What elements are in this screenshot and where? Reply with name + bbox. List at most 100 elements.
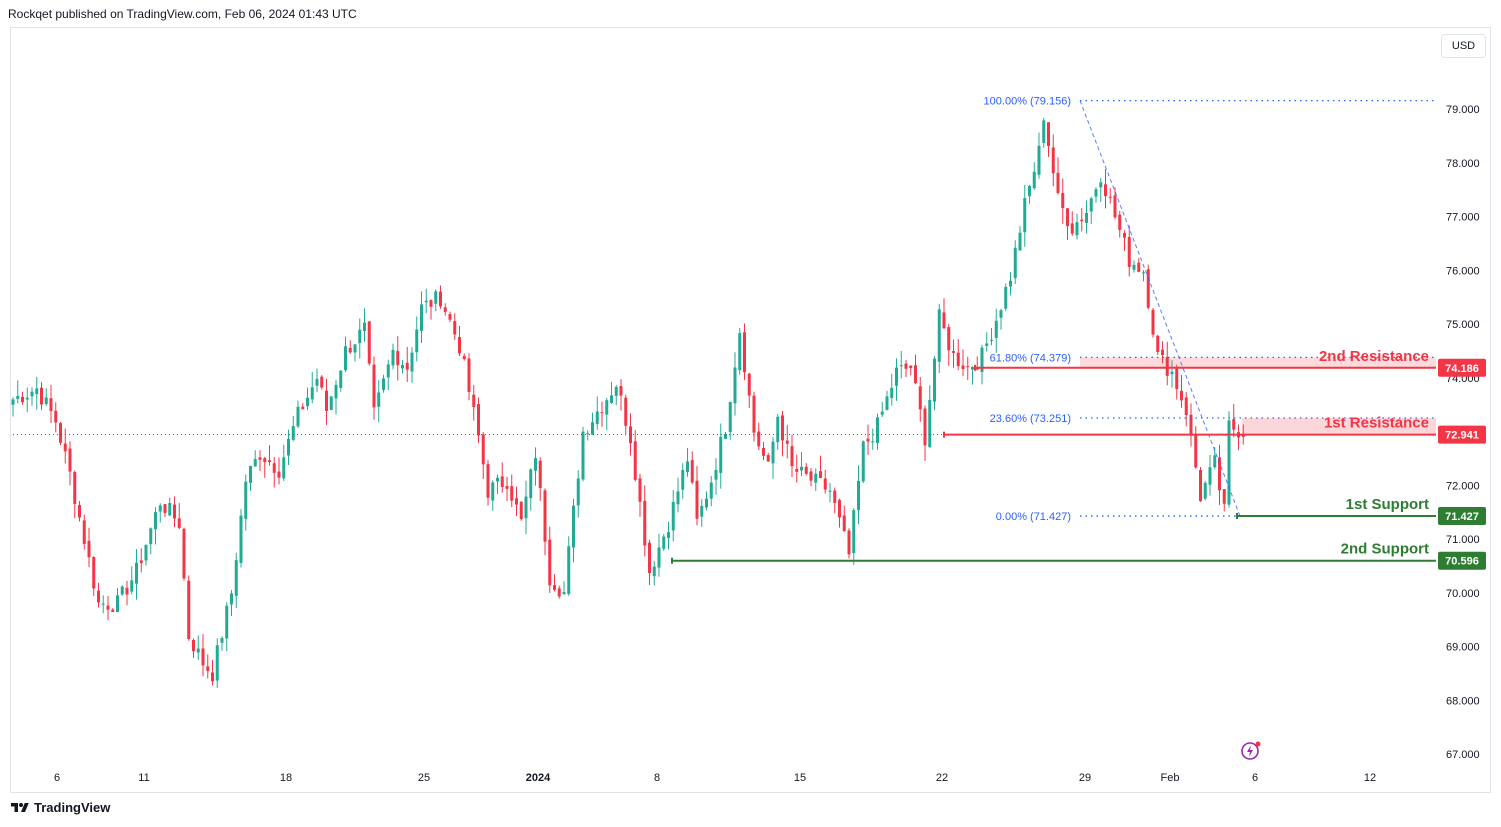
candle-body: [709, 482, 713, 499]
currency-button[interactable]: USD: [1441, 34, 1486, 58]
candle-body: [1013, 247, 1017, 279]
candle-body: [363, 322, 366, 332]
candle-body: [401, 364, 404, 369]
lightning-icon[interactable]: [1241, 741, 1261, 760]
candle-body: [1137, 262, 1141, 272]
candle-body: [334, 384, 338, 399]
candle-body: [918, 386, 922, 410]
candle-body: [899, 365, 903, 367]
candle-body: [776, 416, 780, 443]
x-tick-label: 25: [418, 772, 430, 784]
candle-body: [923, 408, 927, 446]
candle-body: [396, 351, 400, 366]
candle-body: [206, 666, 210, 671]
candle-body: [272, 463, 276, 473]
candle-body: [282, 457, 286, 479]
candle-body: [790, 446, 794, 467]
candle-body: [16, 395, 20, 399]
candle-body: [1104, 184, 1107, 197]
candle-body: [524, 496, 528, 519]
candle-body: [847, 530, 851, 555]
candle-body: [1023, 198, 1027, 233]
fib-trend-line: [1079, 100, 1241, 517]
candle-body: [377, 392, 381, 407]
candle-body: [1189, 414, 1193, 435]
candle-body: [239, 515, 243, 563]
candle-body: [1170, 371, 1174, 375]
candle-body: [1018, 232, 1022, 251]
price-tag: [1438, 551, 1486, 570]
footer-brand[interactable]: TradingView: [10, 800, 110, 815]
candle-body: [310, 387, 314, 400]
candle-body: [1118, 214, 1122, 230]
candle-body: [852, 510, 856, 554]
candle-body: [106, 605, 110, 610]
candle-body: [287, 438, 290, 456]
candle-body: [591, 422, 594, 435]
candle-body: [1004, 286, 1008, 309]
candle-body: [505, 485, 509, 489]
candle-body: [439, 291, 442, 307]
candle-body: [619, 386, 623, 396]
candle-body: [814, 473, 818, 483]
candle-body: [158, 505, 162, 512]
candle-body: [1061, 193, 1065, 209]
candle-body: [804, 466, 808, 474]
chart-frame: [10, 27, 1491, 793]
candle-body: [581, 431, 585, 480]
candle-body: [1208, 467, 1212, 485]
candle-body: [605, 400, 609, 415]
candle-body: [1094, 189, 1098, 197]
candle-body: [1099, 182, 1103, 188]
candle-body: [462, 355, 466, 360]
candle-body: [149, 528, 153, 545]
candle-body: [880, 411, 884, 415]
candle-body: [671, 501, 675, 531]
candle-body: [828, 490, 832, 492]
candle-body: [68, 448, 72, 472]
candle-body: [87, 540, 91, 558]
y-tick-label: 67.000: [1446, 749, 1480, 761]
candle-body: [410, 352, 414, 372]
candle-body: [747, 373, 751, 396]
candle-body: [928, 399, 932, 448]
candle-body: [966, 366, 970, 368]
candle-body: [700, 505, 704, 517]
candle-body: [980, 347, 984, 372]
fib-level-label: 0.00% (71.427): [996, 511, 1071, 523]
candle-body: [667, 532, 670, 538]
y-tick-label: 68.000: [1446, 695, 1480, 707]
candle-body: [800, 466, 803, 471]
candle-body: [933, 358, 936, 402]
price-tag-label: 74.186: [1445, 363, 1479, 375]
candle-body: [999, 310, 1003, 318]
price-tag: [1438, 507, 1486, 526]
candle-body: [871, 441, 875, 443]
price-tag: [1438, 425, 1486, 444]
candle-body: [344, 346, 347, 371]
level-label: 2nd Resistance: [1319, 348, 1429, 365]
candle-body: [738, 333, 742, 371]
candle-body: [472, 394, 476, 408]
candle-body: [895, 367, 898, 386]
candle-body: [819, 471, 822, 478]
tradingview-logo-icon: [11, 802, 29, 812]
price-tag-label: 71.427: [1445, 511, 1479, 523]
y-tick-label: 75.000: [1446, 319, 1480, 331]
candle-body: [111, 609, 115, 612]
candle-body: [291, 426, 295, 440]
candle-body: [44, 397, 48, 405]
candle-body: [676, 491, 680, 505]
y-tick-label: 78.000: [1446, 158, 1480, 170]
candle-body: [1161, 349, 1164, 356]
candle-body: [629, 426, 632, 444]
candle-body: [866, 438, 870, 442]
level-label: 1st Resistance: [1324, 415, 1429, 432]
candle-body: [610, 395, 613, 403]
candle-body: [890, 387, 894, 398]
candle-body: [420, 304, 423, 331]
candle-body: [652, 566, 656, 577]
candle-body: [657, 547, 661, 568]
x-tick-label: 2024: [526, 772, 551, 784]
